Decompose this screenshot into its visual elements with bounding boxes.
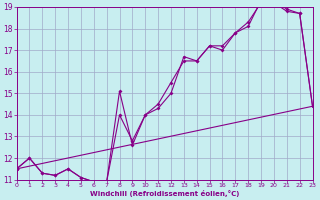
X-axis label: Windchill (Refroidissement éolien,°C): Windchill (Refroidissement éolien,°C) [90,190,239,197]
